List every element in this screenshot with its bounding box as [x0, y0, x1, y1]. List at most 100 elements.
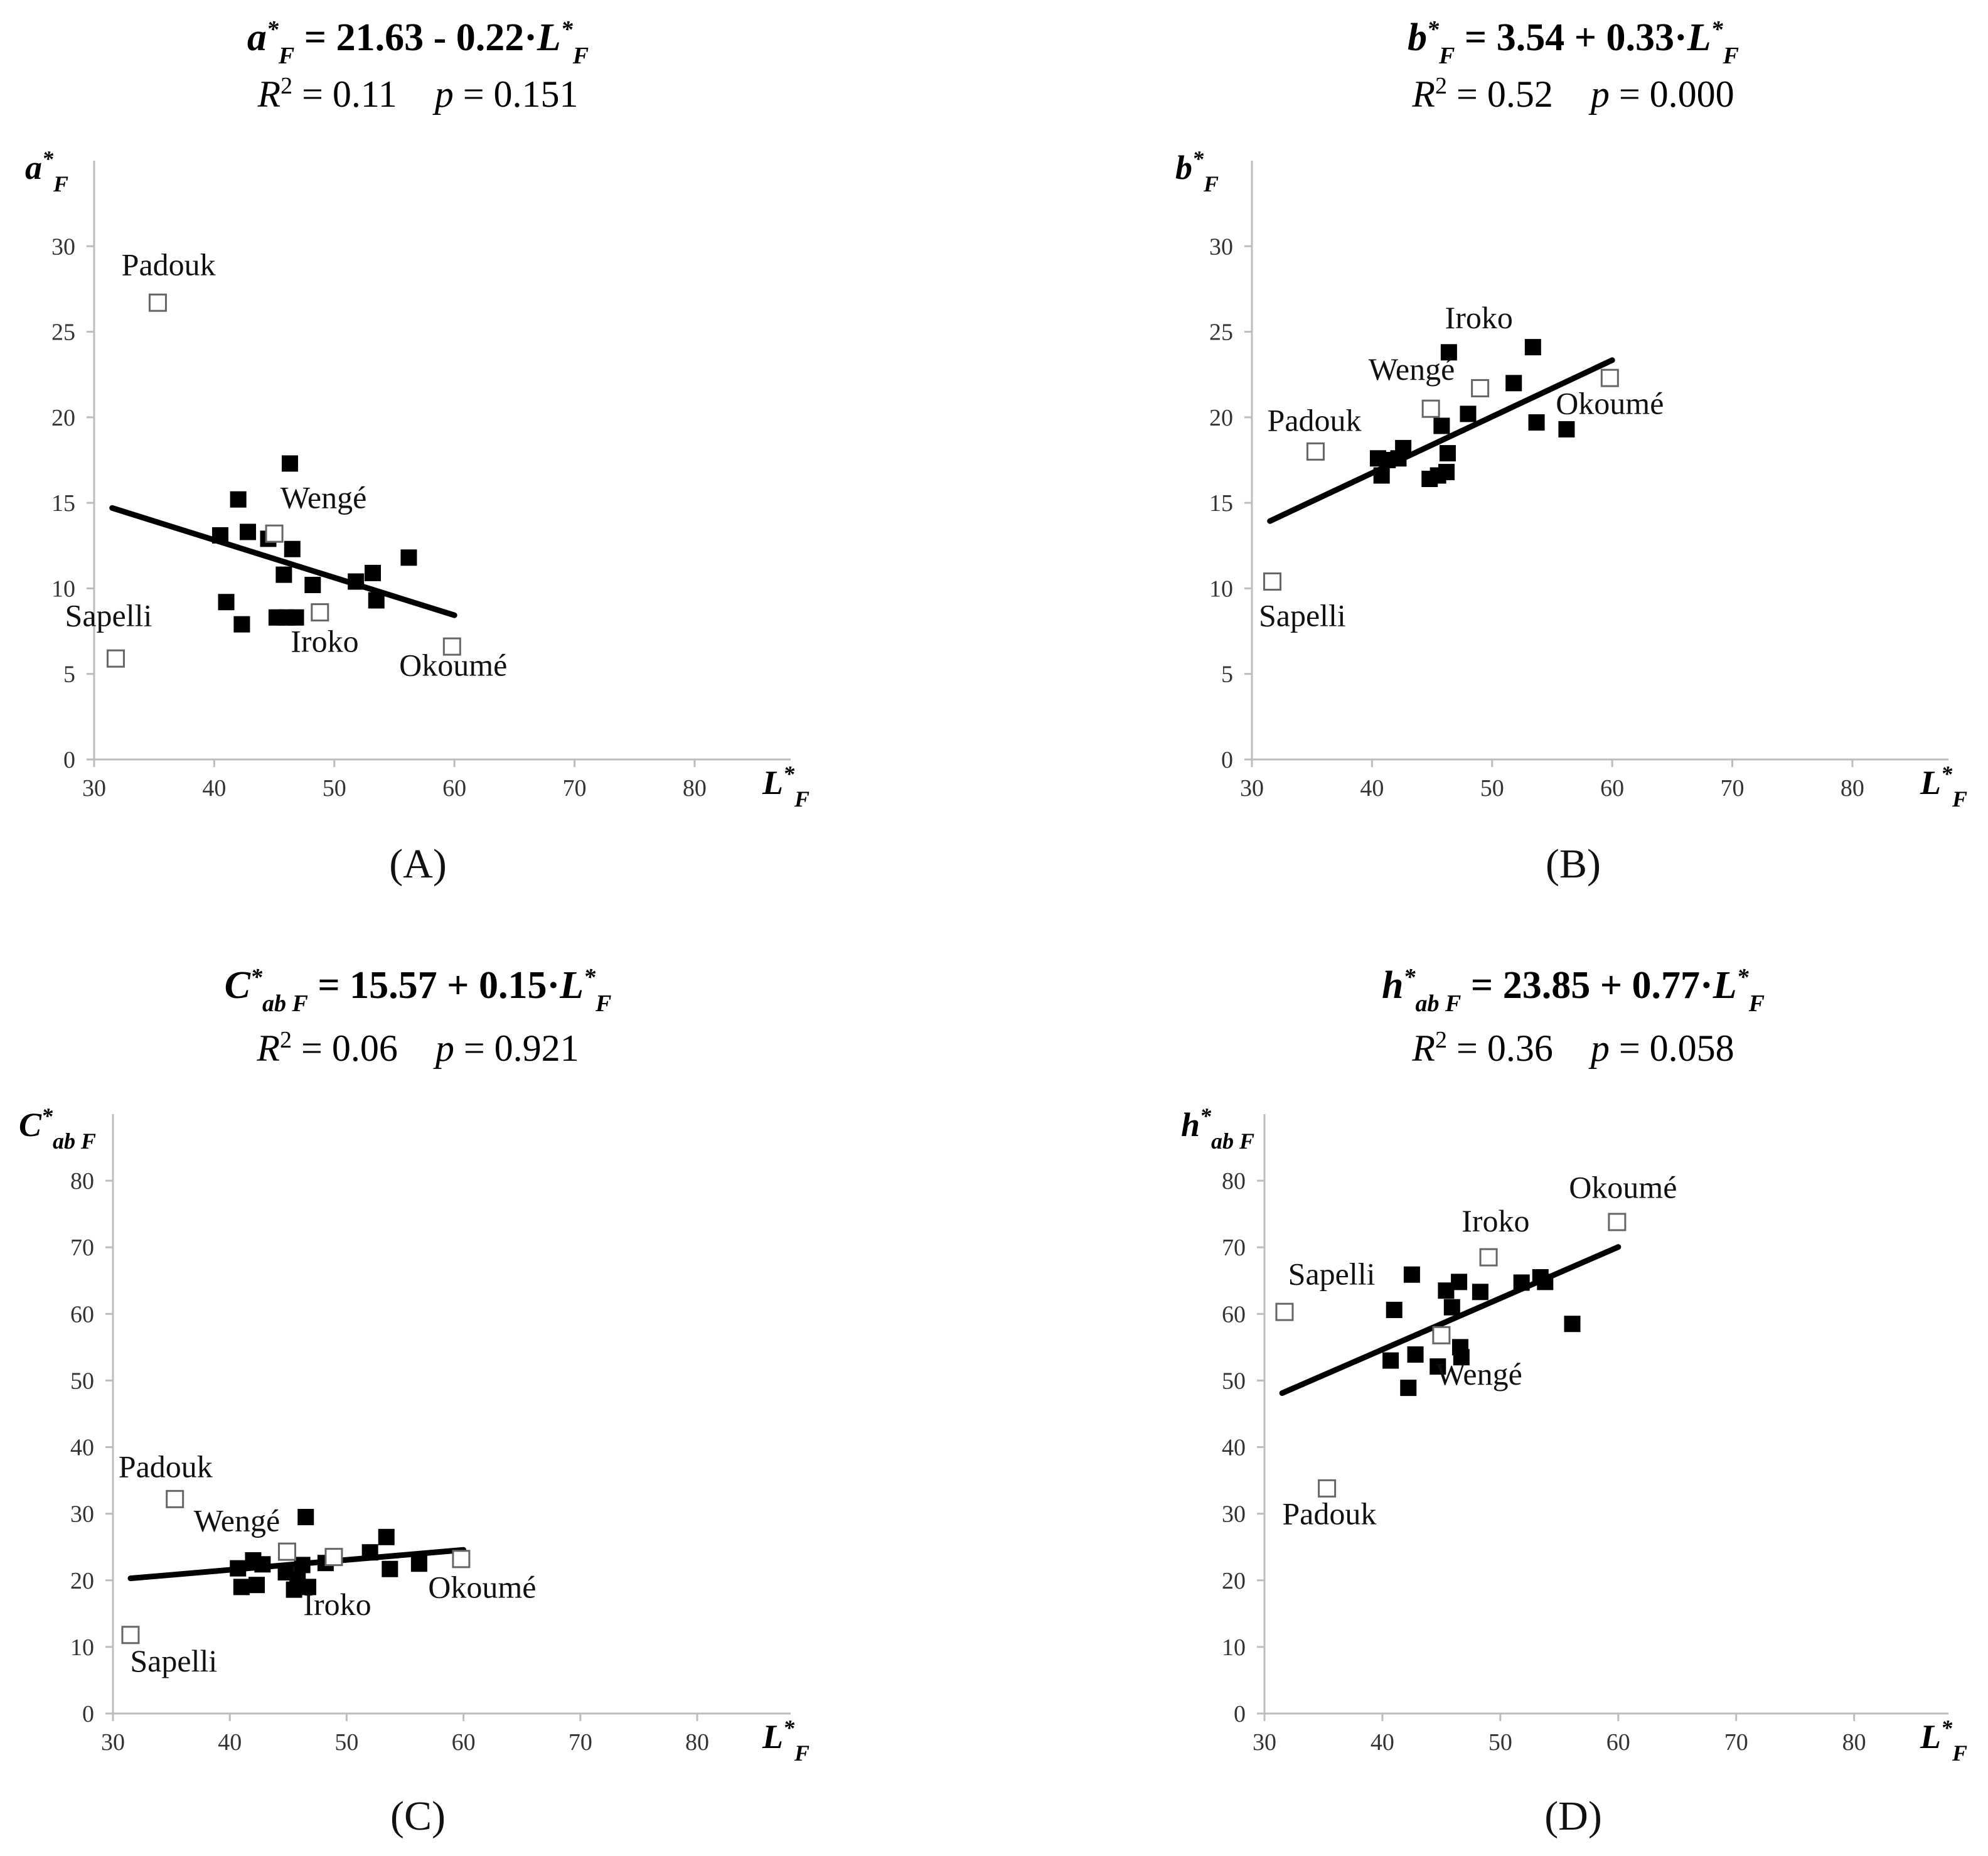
chart-panel-3: C*ab F = 15.57 + 0.15·L*F R2 = 0.06 p = 0… [19, 964, 810, 1839]
regression-line [109, 505, 457, 618]
y-tick-label: 30 [1222, 1501, 1246, 1528]
data-point-filled [239, 523, 256, 540]
panel-label: (D) [1544, 1793, 1602, 1839]
y-tick-label: 80 [70, 1168, 94, 1194]
species-label: Wengé [1369, 351, 1455, 387]
species-label: Padouk [119, 1449, 213, 1484]
data-point-filled [400, 549, 417, 566]
y-tick-label: 15 [1209, 490, 1233, 517]
x-axis-label: L*F [1920, 1715, 1967, 1766]
data-point-filled [230, 1560, 247, 1577]
data-point-filled [1373, 467, 1390, 484]
y-tick-label: 25 [1209, 319, 1233, 346]
x-axis-label: L*F [762, 1715, 810, 1766]
data-point-filled [1382, 1352, 1399, 1369]
y-tick-label: 0 [63, 747, 75, 773]
data-point-open [442, 637, 461, 656]
data-point-filled [211, 527, 228, 544]
panel-label: (A) [389, 841, 447, 887]
data-point-filled [1395, 439, 1412, 456]
data-point-filled [1453, 1349, 1470, 1366]
species-label: Iroko [1445, 300, 1513, 335]
x-tick-label: 60 [1600, 775, 1624, 802]
data-point-open [1432, 1326, 1451, 1344]
y-tick-label: 30 [51, 233, 75, 260]
data-point-open [265, 524, 284, 543]
chart-panel-1: a*F = 21.63 - 0.22·L*FR2 = 0.11 p = 0.15… [25, 16, 810, 887]
x-tick-label: 80 [1841, 775, 1864, 802]
data-point-filled [233, 1579, 250, 1596]
chart-title: C*ab F = 15.57 + 0.15·L*F [225, 964, 612, 1017]
data-point-filled [410, 1555, 427, 1572]
species-label: Wengé [194, 1503, 281, 1538]
y-tick-label: 20 [70, 1568, 94, 1594]
x-tick-label: 80 [683, 775, 707, 802]
data-point-filled [294, 1557, 311, 1574]
data-point-open [1471, 379, 1490, 398]
species-label: Padouk [1282, 1496, 1376, 1531]
data-point-filled [299, 1579, 316, 1596]
data-point-filled [1558, 421, 1575, 437]
data-point-filled [281, 455, 298, 472]
data-point-filled [1433, 417, 1450, 434]
y-tick-label: 60 [1222, 1301, 1246, 1328]
x-tick-label: 60 [452, 1729, 476, 1756]
data-point-filled [284, 540, 301, 557]
x-tick-label: 30 [82, 775, 106, 802]
x-tick-label: 40 [1360, 775, 1384, 802]
y-tick-label: 50 [1222, 1368, 1246, 1394]
data-point-filled [1407, 1346, 1424, 1363]
data-point-filled [1440, 344, 1457, 361]
panel-label: (C) [390, 1793, 446, 1839]
data-point-open [324, 1548, 343, 1567]
data-point-filled [1528, 414, 1545, 431]
y-tick-label: 80 [1222, 1168, 1246, 1194]
data-point-open [1608, 1213, 1627, 1231]
data-point-filled [1443, 1299, 1460, 1316]
species-label: Okoumé [428, 1569, 536, 1604]
chart-title: a*F = 21.63 - 0.22·L*F [247, 16, 589, 69]
x-tick-label: 30 [1253, 1729, 1276, 1756]
x-tick-label: 50 [1480, 775, 1504, 802]
data-point-filled [368, 592, 385, 609]
y-tick-label: 10 [1222, 1634, 1246, 1661]
species-label: Iroko [1462, 1203, 1529, 1238]
species-label: Sapelli [65, 598, 152, 633]
y-tick-label: 70 [70, 1235, 94, 1261]
y-tick-label: 40 [70, 1435, 94, 1461]
data-point-open [277, 1542, 296, 1561]
y-tick-label: 20 [1209, 405, 1233, 431]
data-point-filled [230, 491, 247, 508]
data-point-open [166, 1489, 184, 1508]
y-tick-label: 25 [51, 319, 75, 346]
x-tick-label: 70 [563, 775, 587, 802]
x-tick-label: 50 [1488, 1729, 1512, 1756]
species-label: Padouk [122, 247, 216, 282]
data-point-open [1263, 572, 1282, 591]
regression-line [1267, 357, 1615, 524]
chart-title: h*ab F = 23.85 + 0.77·L*F [1382, 964, 1765, 1017]
data-point-open [1479, 1248, 1498, 1267]
data-point-filled [1386, 1301, 1403, 1318]
data-point-filled [1400, 1380, 1417, 1397]
species-label: Padouk [1268, 403, 1362, 438]
x-axis-label: L*F [1920, 761, 1967, 812]
data-point-filled [275, 566, 292, 583]
y-tick-label: 30 [1209, 233, 1233, 260]
chart-title: b*F = 3.54 + 0.33·L*F [1408, 16, 1739, 69]
data-point-filled [348, 573, 365, 590]
panel-label: (B) [1546, 841, 1601, 887]
data-point-filled [233, 616, 250, 633]
species-label: Wengé [1436, 1356, 1522, 1392]
data-point-filled [382, 1560, 398, 1577]
y-axis-label: a*F [25, 146, 68, 196]
data-point-filled [1537, 1274, 1554, 1290]
data-point-filled [287, 609, 304, 626]
data-point-filled [248, 1577, 265, 1594]
data-point-open [452, 1550, 471, 1569]
data-point-filled [1460, 405, 1477, 422]
y-tick-label: 5 [1221, 662, 1233, 688]
data-point-open [311, 603, 329, 622]
y-tick-label: 30 [70, 1501, 94, 1528]
species-label: Okoumé [1569, 1170, 1677, 1205]
